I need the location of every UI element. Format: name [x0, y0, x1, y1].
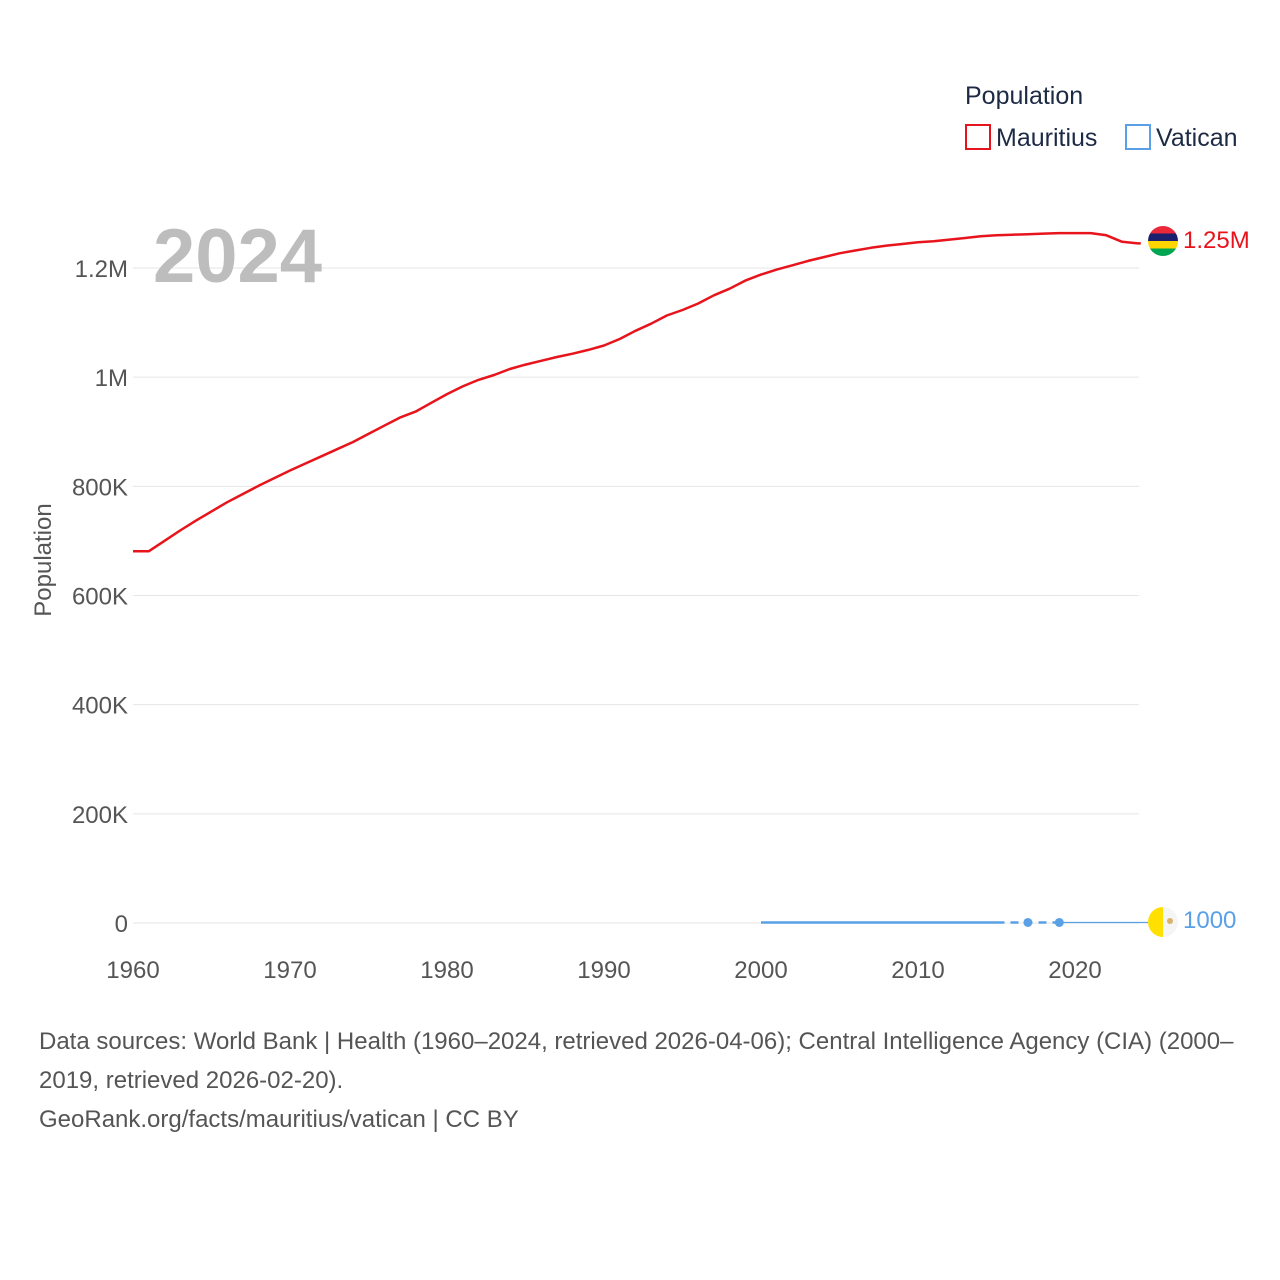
y-tick-label: 1M — [95, 365, 128, 392]
gridlines — [133, 267, 1139, 924]
attribution-link[interactable]: GeoRank.org/facts/mauritius/vatican | CC… — [39, 1106, 519, 1133]
y-tick-label: 800K — [72, 474, 128, 501]
x-tick-label: 1970 — [263, 957, 316, 984]
vatican-flag-icon — [1148, 907, 1178, 937]
legend-title: Population — [965, 82, 1083, 110]
x-tick-label: 1980 — [420, 957, 473, 984]
year-label: 2024 — [153, 214, 322, 299]
legend: Population Mauritius Vatican — [965, 82, 1238, 152]
series-line-mauritius[interactable] — [133, 231, 1141, 553]
mauritius-end-label: 1.25M — [1183, 227, 1250, 254]
legend-item-mauritius[interactable]: Mauritius — [965, 124, 1097, 152]
population-line-chart: 0 200K 400K 600K 800K 1M 1.2M 1960 1970 1980 1990… — [30, 82, 1250, 984]
y-axis-label: Population — [30, 503, 57, 616]
vatican-end-label: 1000 — [1183, 907, 1236, 934]
x-tick-label: 1990 — [577, 957, 630, 984]
mauritius-flag-icon — [1148, 226, 1178, 256]
x-tick-label: 1960 — [106, 957, 159, 984]
x-axis-ticks: 1960 1970 1980 1990 2000 2010 2020 — [106, 957, 1101, 984]
legend-label-mauritius: Mauritius — [996, 124, 1097, 152]
legend-swatch-vatican — [1125, 124, 1151, 150]
y-axis-ticks: 0 200K 400K 600K 800K 1M 1.2M — [72, 256, 128, 938]
y-tick-label: 200K — [72, 802, 128, 829]
legend-swatch-mauritius — [965, 124, 991, 150]
vatican-data-point[interactable] — [1023, 917, 1033, 927]
x-tick-label: 2020 — [1048, 957, 1101, 984]
y-tick-label: 400K — [72, 693, 128, 720]
legend-item-vatican[interactable]: Vatican — [1125, 124, 1238, 152]
y-tick-label: 1.2M — [75, 256, 128, 283]
vatican-data-point[interactable] — [1054, 917, 1064, 927]
x-tick-label: 2000 — [734, 957, 787, 984]
series — [133, 231, 1148, 927]
x-tick-label: 2010 — [891, 957, 944, 984]
footer: Data sources: World Bank | Health (1960–… — [39, 1022, 1249, 1139]
legend-label-vatican: Vatican — [1156, 124, 1238, 152]
y-tick-label: 600K — [72, 584, 128, 611]
data-sources-text: Data sources: World Bank | Health (1960–… — [39, 1028, 1234, 1094]
y-tick-label: 0 — [115, 911, 128, 938]
